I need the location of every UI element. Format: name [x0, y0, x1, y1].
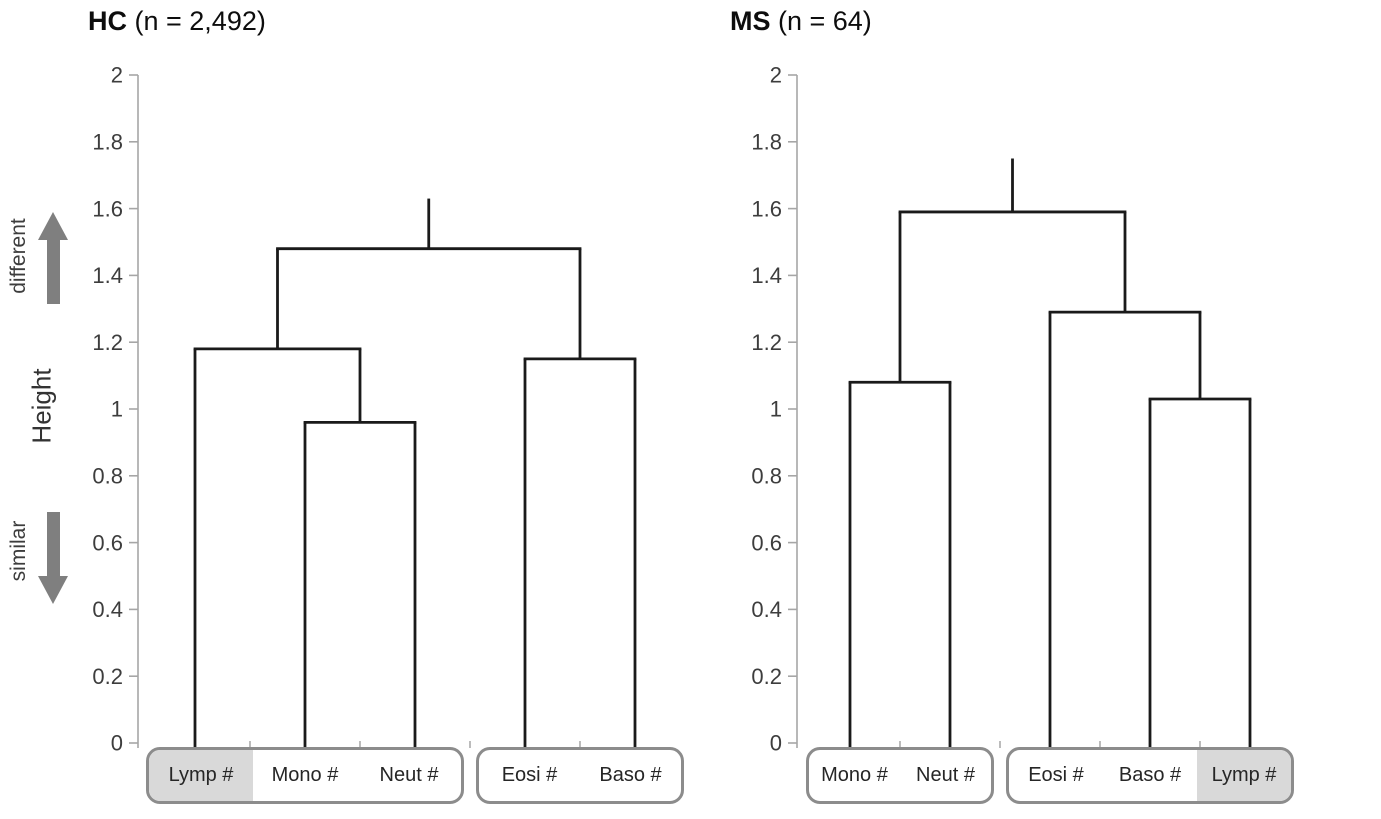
leaf-label: Eosi # — [501, 764, 558, 786]
different-label: different — [7, 218, 30, 294]
leaf-cell: Mono # — [809, 750, 900, 801]
height-axis-label: Height — [26, 368, 57, 444]
y-tick-label: 1.4 — [751, 263, 782, 288]
y-tick-label: 0 — [111, 731, 123, 756]
ms-leaf-group-box: Eosi # Baso # Lymp # — [1006, 747, 1294, 804]
leaf-cell: Lymp # — [149, 750, 253, 801]
y-tick-label: 1 — [770, 397, 782, 422]
leaf-cell: Neut # — [900, 750, 991, 801]
hc-title-group: HC — [88, 6, 127, 36]
hc-chart-title: HC (n = 2,492) — [88, 6, 266, 37]
hc-title-n: (n = 2,492) — [127, 6, 266, 36]
leaf-label: Baso # — [1118, 764, 1182, 786]
ms-title-n: (n = 64) — [770, 6, 872, 36]
y-tick-label: 1.6 — [751, 196, 782, 221]
y-tick-label: 1.2 — [92, 330, 123, 355]
hc-dendrogram-tree — [193, 198, 637, 750]
down-arrow-icon — [38, 512, 68, 604]
y-tick-label: 0.4 — [751, 597, 782, 622]
y-tick-label: 1.2 — [751, 330, 782, 355]
leaf-label: Lymp # — [168, 764, 234, 786]
leaf-cell: Baso # — [580, 750, 681, 801]
y-tick-label: 2 — [770, 63, 782, 88]
y-tick-label: 0.8 — [751, 464, 782, 489]
hc-y-axis: 2 1.8 1.6 1.4 1.2 1 0.8 0.6 0.4 0.2 0 — [92, 63, 581, 756]
leaf-cell: Eosi # — [479, 750, 580, 801]
ms-y-axis: 2 1.8 1.6 1.4 1.2 1 0.8 0.6 0.4 0.2 0 — [751, 63, 1201, 756]
ms-chart-title: MS (n = 64) — [730, 6, 872, 37]
y-tick-label: 0.4 — [92, 597, 123, 622]
y-tick-label: 1.4 — [92, 263, 123, 288]
leaf-label: Baso # — [599, 764, 662, 786]
y-tick-label: 1.8 — [751, 130, 782, 155]
leaf-label: Neut # — [379, 764, 439, 786]
leaf-label: Eosi # — [1028, 764, 1084, 786]
leaf-label: Lymp # — [1211, 764, 1277, 786]
up-arrow-icon — [38, 212, 68, 304]
leaf-cell: Eosi # — [1009, 750, 1103, 801]
hc-leaf-group-box: Eosi # Baso # — [476, 747, 684, 804]
y-tick-label: 0.6 — [92, 530, 123, 555]
leaf-cell: Lymp # — [1197, 750, 1291, 801]
ms-leaf-group-box: Mono # Neut # — [806, 747, 994, 804]
hc-leaf-group-box: Lymp # Mono # Neut # — [146, 747, 464, 804]
y-tick-label: 1 — [111, 397, 123, 422]
y-tick-label: 0.2 — [92, 664, 123, 689]
leaf-cell: Baso # — [1103, 750, 1197, 801]
y-tick-label: 1.8 — [92, 130, 123, 155]
similar-label: similar — [7, 520, 30, 582]
y-tick-label: 2 — [111, 63, 123, 88]
y-tick-label: 0 — [770, 731, 782, 756]
ms-dendrogram-tree — [848, 158, 1252, 750]
ms-title-group: MS — [730, 6, 771, 36]
leaf-label: Mono # — [821, 764, 888, 786]
leaf-cell: Neut # — [357, 750, 461, 801]
y-tick-label: 0.8 — [92, 464, 123, 489]
leaf-label: Mono # — [271, 764, 339, 786]
y-tick-label: 0.6 — [751, 530, 782, 555]
y-tick-label: 1.6 — [92, 196, 123, 221]
y-tick-label: 0.2 — [751, 664, 782, 689]
leaf-cell: Mono # — [253, 750, 357, 801]
leaf-label: Neut # — [916, 764, 975, 786]
